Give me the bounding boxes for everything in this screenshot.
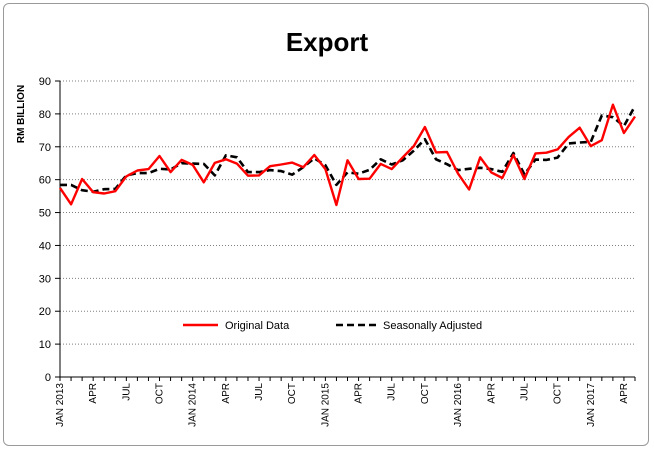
y-axis-label: RM BILLION: [16, 85, 27, 143]
x-tick-label: APR: [221, 383, 232, 404]
x-tick-label: JAN 2016: [453, 383, 464, 427]
x-tick-label: JAN 2013: [55, 383, 66, 427]
y-tick-label: 80: [39, 109, 51, 121]
x-tick-label: OCT: [553, 383, 564, 404]
legend: Original Data Seasonally Adjusted: [183, 320, 482, 332]
series-line-seasonally-adjusted: [60, 105, 637, 194]
axes: [55, 80, 636, 381]
x-tick-label: APR: [88, 383, 99, 404]
x-tick-label: JUL: [254, 383, 265, 401]
gridlines: [60, 80, 635, 345]
x-tick-label: JUL: [121, 383, 132, 401]
x-tick-label: APR: [486, 383, 497, 404]
series-lines: [59, 103, 637, 207]
x-tick-label: OCT: [155, 383, 166, 404]
chart-title: Export: [286, 27, 369, 57]
x-tick-label: JAN 2017: [586, 383, 597, 427]
x-tick-label: JUL: [519, 383, 530, 401]
y-tick-label: 90: [39, 76, 51, 88]
y-tick-label: 70: [39, 142, 51, 154]
y-tick-label: 20: [39, 306, 51, 318]
x-tick-label: JAN 2014: [188, 383, 199, 427]
y-tick-label: 40: [39, 240, 51, 252]
y-tick-label: 60: [39, 175, 51, 187]
x-tick-label: OCT: [287, 383, 298, 404]
x-tick-label: JAN 2015: [320, 383, 331, 427]
x-axis-ticks: JAN 2013 APR JUL OCT JAN 2014 APR JUL OCT JAN 20…: [55, 383, 630, 427]
x-tick-label: OCT: [420, 383, 431, 404]
x-tick-label: APR: [619, 383, 630, 404]
legend-label: Seasonally Adjusted: [383, 320, 482, 332]
y-tick-label: 0: [45, 372, 51, 384]
y-axis-ticks: 0 10 20 30 40 50 60 70 80 90: [39, 76, 51, 384]
series-line-original-data: [59, 103, 636, 207]
y-tick-label: 50: [39, 208, 51, 220]
legend-label: Original Data: [225, 320, 290, 332]
y-tick-label: 10: [39, 339, 51, 351]
chart-frame: [3, 3, 649, 446]
x-tick-label: JUL: [387, 383, 398, 401]
y-tick-label: 30: [39, 273, 51, 285]
x-tick-label: APR: [354, 383, 365, 404]
